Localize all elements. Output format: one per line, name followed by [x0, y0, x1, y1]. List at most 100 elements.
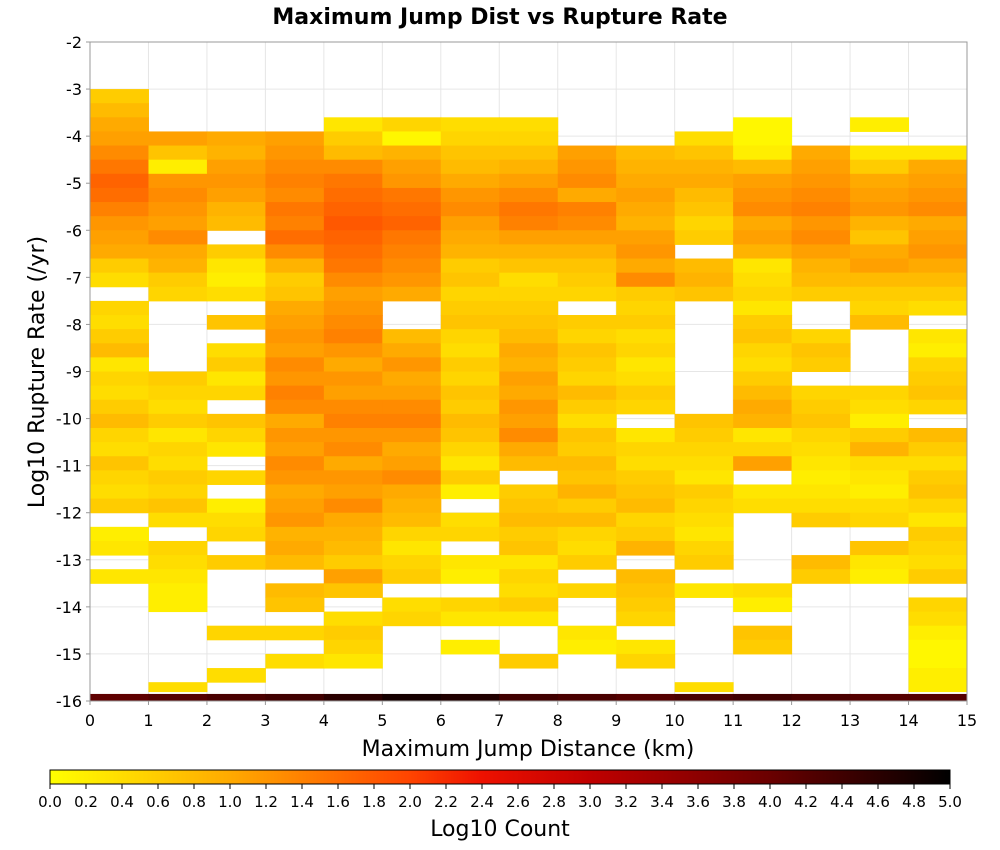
- heatmap-cell: [850, 216, 910, 231]
- heatmap-cell: [323, 117, 383, 132]
- colorbar-tick-label: 1.2: [254, 793, 278, 811]
- heatmap-cell: [557, 343, 617, 358]
- heatmap-cell: [499, 611, 559, 627]
- heatmap-cell: [733, 597, 793, 613]
- heatmap-cell: [616, 343, 676, 358]
- colorbar: [49, 769, 951, 785]
- heatmap-cell: [557, 187, 617, 203]
- heatmap-cell: [908, 512, 968, 528]
- heatmap-cell: [557, 286, 617, 302]
- heatmap-cell: [908, 625, 968, 641]
- heatmap-cell: [733, 385, 793, 401]
- heatmap-cell: [733, 498, 793, 514]
- heatmap-cell: [908, 682, 968, 693]
- heatmap-cell: [499, 329, 559, 344]
- heatmap-cell: [440, 569, 500, 584]
- heatmap-cell: [791, 456, 851, 471]
- x-tick-label: 14: [898, 711, 918, 730]
- heatmap-cell: [148, 470, 208, 485]
- heatmap-cell: [382, 202, 442, 217]
- colorbar-tick-label: 1.0: [218, 793, 242, 811]
- heatmap-cell: [323, 173, 383, 189]
- heatmap-cell: [90, 103, 149, 118]
- heatmap-cell: [323, 216, 383, 231]
- heatmap-cell: [323, 611, 383, 627]
- heatmap-cell: [382, 597, 442, 613]
- heatmap-cell: [323, 583, 383, 598]
- heatmap-cell: [791, 357, 851, 372]
- heatmap-cell: [265, 470, 325, 485]
- heatmap-cell: [90, 173, 149, 189]
- heatmap-cell: [733, 216, 793, 231]
- heatmap-cell: [90, 399, 149, 415]
- heatmap-cell: [440, 357, 500, 372]
- heatmap-cell: [265, 399, 325, 415]
- heatmap-cell: [382, 159, 442, 175]
- heatmap-cell: [440, 272, 500, 288]
- heatmap-cell: [499, 187, 559, 203]
- heatmap-cell: [850, 187, 910, 203]
- heatmap-cell: [850, 286, 910, 302]
- colorbar-tick-label: 4.2: [794, 793, 818, 811]
- heatmap-cell: [908, 300, 968, 316]
- heatmap-cell: [440, 173, 500, 189]
- heatmap-cell-bottom: [440, 693, 500, 701]
- heatmap-cell: [791, 413, 851, 429]
- heatmap-cell: [499, 597, 559, 613]
- heatmap-cell: [323, 413, 383, 429]
- heatmap-cell: [440, 555, 500, 570]
- heatmap-cell: [148, 569, 208, 584]
- heatmap-cell: [148, 456, 208, 471]
- heatmap-cell: [148, 413, 208, 429]
- heatmap-cell: [557, 512, 617, 528]
- heatmap-cell: [616, 286, 676, 302]
- heatmap-cell: [791, 187, 851, 203]
- heatmap-cell: [382, 145, 442, 161]
- heatmap-cell: [616, 230, 676, 245]
- heatmap-cell: [674, 442, 734, 457]
- heatmap-cell: [440, 202, 500, 217]
- heatmap-cell: [323, 540, 383, 556]
- heatmap-cell: [557, 639, 617, 655]
- heatmap-cell: [616, 258, 676, 274]
- heatmap-cell: [733, 159, 793, 175]
- heatmap-cell: [616, 526, 676, 542]
- heatmap-cell: [616, 456, 676, 471]
- heatmap-cell-bottom: [148, 693, 208, 701]
- heatmap-cell: [323, 371, 383, 387]
- heatmap-cell: [908, 470, 968, 485]
- heatmap-cell: [382, 244, 442, 260]
- heatmap-cell: [791, 427, 851, 443]
- x-tick-label: 13: [840, 711, 860, 730]
- heatmap-cell: [674, 484, 734, 500]
- heatmap-cell: [557, 583, 617, 598]
- heatmap-cell: [265, 258, 325, 274]
- heatmap-cell: [791, 343, 851, 358]
- heatmap-cell: [850, 484, 910, 500]
- y-tick-label: -14: [56, 598, 82, 617]
- heatmap-cell: [499, 399, 559, 415]
- heatmap-cell: [908, 611, 968, 627]
- colorbar-tick-label: 1.8: [362, 793, 386, 811]
- heatmap-cell: [323, 286, 383, 302]
- heatmap-cell: [440, 484, 500, 500]
- heatmap-cell: [90, 569, 149, 584]
- heatmap-cell: [90, 442, 149, 457]
- heatmap-cell: [499, 653, 559, 669]
- heatmap-cell: [674, 258, 734, 274]
- colorbar-tick-label: 4.8: [902, 793, 926, 811]
- heatmap-cell: [148, 145, 208, 161]
- heatmap-cell: [323, 653, 383, 669]
- heatmap-cell: [148, 442, 208, 457]
- heatmap-cell: [557, 555, 617, 570]
- heatmap-cell: [323, 484, 383, 500]
- heatmap-cell: [265, 555, 325, 570]
- heatmap-cell: [908, 484, 968, 500]
- heatmap-cell: [148, 540, 208, 556]
- colorbar-tick-label: 2.8: [542, 793, 566, 811]
- heatmap-cell: [90, 498, 149, 514]
- heatmap-cell: [557, 498, 617, 514]
- heatmap-cell: [674, 230, 734, 245]
- heatmap-cell: [557, 272, 617, 288]
- y-tick-label: -10: [56, 410, 82, 429]
